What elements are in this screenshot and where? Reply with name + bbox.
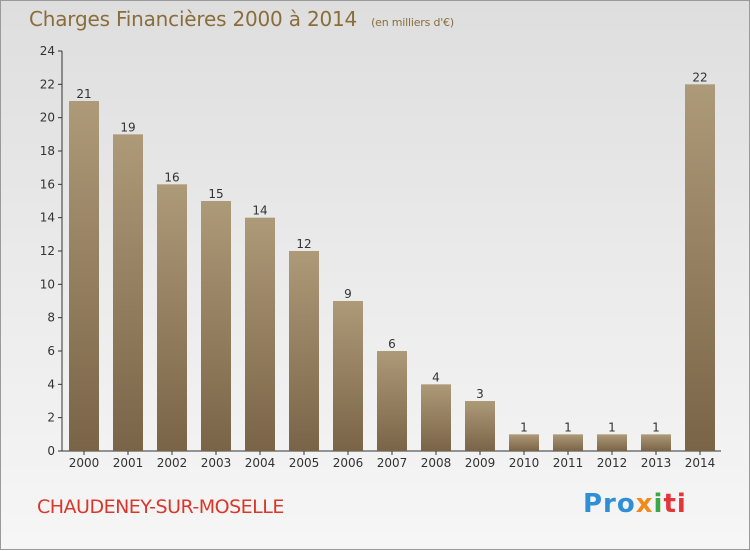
y-tick-label: 20 <box>40 111 55 125</box>
x-tick-label: 2007 <box>377 456 408 470</box>
x-tick-label: 2012 <box>597 456 628 470</box>
bar <box>69 101 99 451</box>
city-name: CHAUDENEY-SUR-MOSELLE <box>37 496 284 518</box>
bar <box>157 184 187 452</box>
bar <box>377 351 407 451</box>
bar <box>201 201 231 451</box>
y-tick-label: 0 <box>47 444 55 458</box>
bars <box>69 84 715 452</box>
bar <box>509 434 539 451</box>
value-labels: 21 19 16 15 14 12 9 6 4 3 1 1 1 1 22 <box>76 70 707 434</box>
y-tick-label: 18 <box>40 144 55 158</box>
y-tick-label: 2 <box>47 411 55 425</box>
x-tick-label: 2004 <box>245 456 276 470</box>
bar-value-label: 1 <box>652 420 660 434</box>
x-tick-label: 2008 <box>421 456 452 470</box>
x-tick-label: 2003 <box>201 456 232 470</box>
x-tick-label: 2000 <box>69 456 100 470</box>
bar-value-label: 16 <box>164 170 179 184</box>
bar <box>289 251 319 451</box>
logo-part-1: Pro <box>583 489 636 519</box>
bar <box>553 434 583 451</box>
bar-value-label: 22 <box>692 70 707 84</box>
x-tick-label: 2006 <box>333 456 364 470</box>
logo-part-2: x <box>635 489 654 519</box>
bar-value-label: 12 <box>296 237 311 251</box>
y-tick-label: 10 <box>40 277 55 291</box>
bar-value-label: 14 <box>252 204 267 218</box>
x-tick-label: 2002 <box>157 456 188 470</box>
bar-value-label: 15 <box>208 187 223 201</box>
bar-value-label: 9 <box>344 287 352 301</box>
x-tick-label: 2013 <box>641 456 672 470</box>
bar <box>641 434 671 451</box>
bar <box>245 217 275 451</box>
y-tick-label: 24 <box>40 44 55 58</box>
bar-value-label: 21 <box>76 87 91 101</box>
x-tick-label: 2014 <box>685 456 716 470</box>
x-tick-label: 2001 <box>113 456 144 470</box>
x-tick-label: 2010 <box>509 456 540 470</box>
bar-value-label: 1 <box>564 420 572 434</box>
y-tick-label: 8 <box>47 311 55 325</box>
y-tick-label: 22 <box>40 77 55 91</box>
bar <box>333 301 363 451</box>
bar <box>113 134 143 452</box>
bar-value-label: 4 <box>432 370 440 384</box>
y-tick-label: 4 <box>47 377 55 391</box>
y-tick-label: 12 <box>40 244 55 258</box>
y-tick-label: 16 <box>40 177 55 191</box>
x-tick-label: 2011 <box>553 456 584 470</box>
bar <box>597 434 627 451</box>
bar <box>685 84 715 451</box>
bar <box>421 384 451 451</box>
unit-label: (en milliers d'€) <box>371 16 454 29</box>
bar-value-label: 19 <box>120 120 135 134</box>
chart-title: Charges Financières 2000 à 2014 (en milli… <box>29 7 454 31</box>
bar-value-label: 1 <box>608 420 616 434</box>
x-tick-label: 2009 <box>465 456 496 470</box>
x-tick-label: 2005 <box>289 456 320 470</box>
bar-value-label: 6 <box>388 337 396 351</box>
chart-title-text: Charges Financières 2000 à 2014 <box>29 7 358 31</box>
y-tick-label: 14 <box>40 211 55 225</box>
bar-value-label: 1 <box>520 420 528 434</box>
bar <box>465 401 495 451</box>
proxiti-logo: Proxiti <box>583 489 687 519</box>
logo-part-4: ti <box>663 489 687 519</box>
bar-value-label: 3 <box>476 387 484 401</box>
logo-part-3: i <box>653 489 664 519</box>
y-tick-label: 6 <box>47 344 55 358</box>
